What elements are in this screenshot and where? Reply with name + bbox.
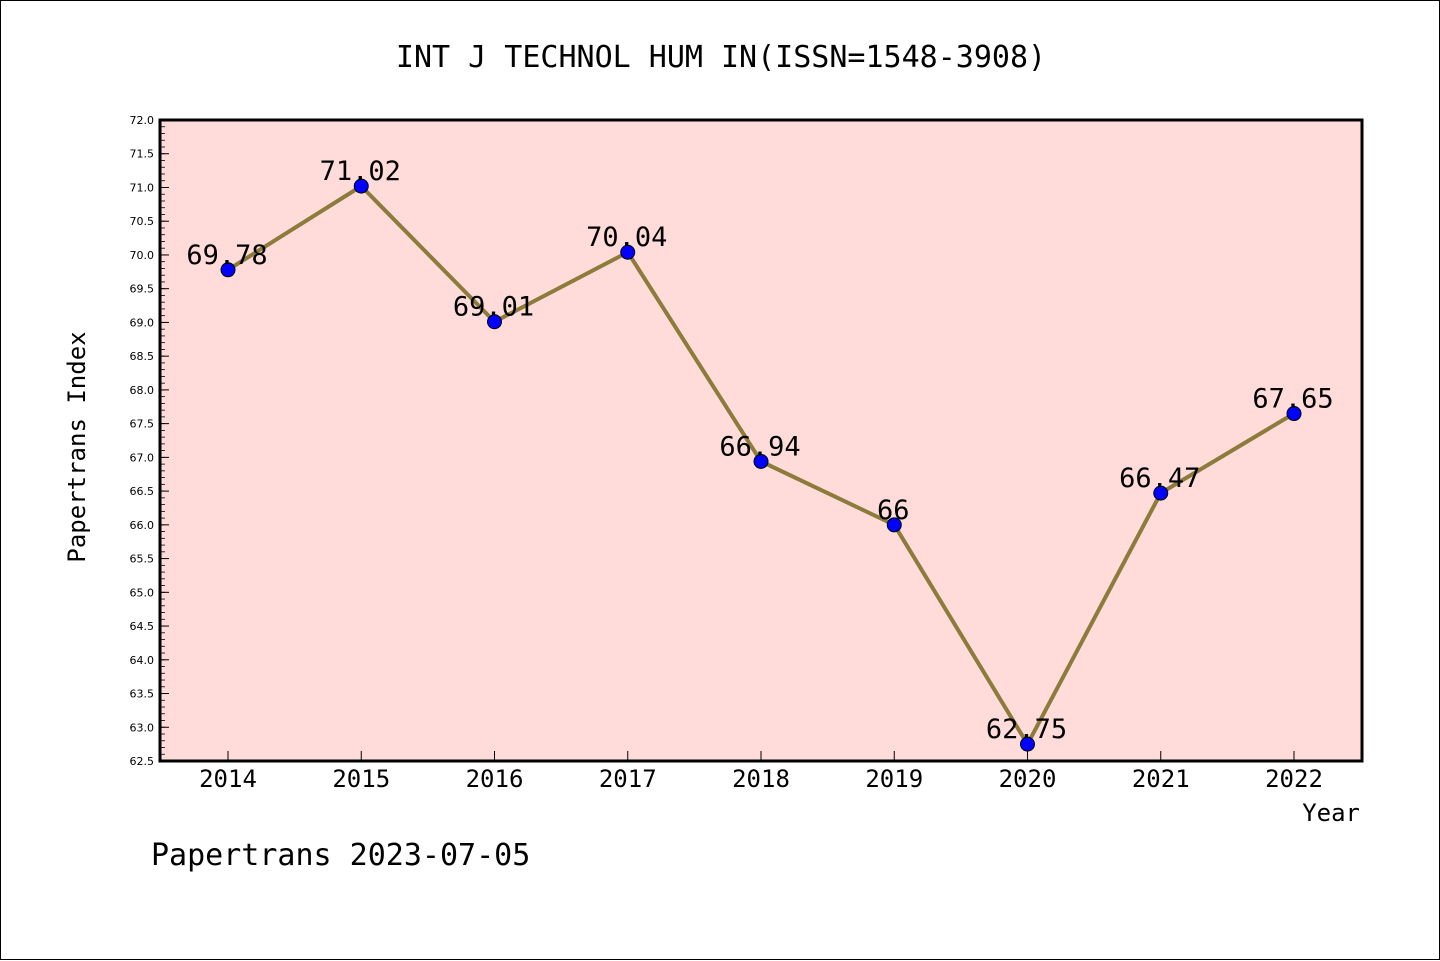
y-tick-label: 66.0: [130, 519, 155, 532]
series-line: [220, 178, 1302, 752]
data-point: [620, 244, 636, 260]
plot-border: [158, 118, 1364, 763]
y-tick-label: 64.0: [130, 654, 155, 667]
x-tick-label: 2016: [466, 765, 524, 793]
x-tick-label: 2015: [332, 765, 390, 793]
data-point: [753, 453, 769, 469]
y-tick-label: 68.0: [130, 384, 155, 397]
x-tick-label: 2019: [865, 765, 923, 793]
y-tick-label: 64.5: [130, 620, 155, 633]
x-tick-label: 2017: [599, 765, 657, 793]
footer-text: Papertrans 2023-07-05: [151, 838, 530, 873]
x-axis-label: Year: [1302, 799, 1360, 827]
chart-title: INT J TECHNOL HUM IN(ISSN=1548-3908): [396, 40, 1046, 75]
data-label: 71.02: [320, 156, 401, 187]
data-labels: 69.78 71.02 69.01 70.04 66.94 66 62.75 66.47 67.…: [186, 156, 1333, 745]
y-axis: 62.5 63.0 63.5 64.0 64.5 65.0 65.5 66.0 66.5 67.0…: [130, 114, 169, 768]
data-point: [487, 314, 502, 330]
x-tick-label: 2014: [199, 765, 257, 793]
data-point: [1286, 406, 1302, 422]
x-tick-label: 2021: [1132, 765, 1190, 793]
x-tick-label: 2018: [732, 765, 790, 793]
y-tick-label: 69.0: [130, 316, 155, 329]
data-label: 66.47: [1119, 463, 1200, 494]
x-tick-label: 2020: [999, 765, 1057, 793]
data-label: 70.04: [586, 222, 667, 253]
data-label: 69.78: [186, 240, 267, 271]
y-tick-label: 70.5: [130, 215, 155, 228]
y-tick-label: 66.5: [130, 485, 155, 498]
y-tick-label: 63.5: [130, 688, 155, 701]
x-tick-label: 2022: [1265, 765, 1323, 793]
y-tick-label: 67.5: [130, 418, 155, 431]
data-label: 67.65: [1252, 384, 1333, 415]
data-label: 69.01: [453, 292, 534, 323]
y-tick-label: 69.5: [130, 283, 155, 296]
data-point: [353, 178, 369, 194]
y-axis-label: Papertrans Index: [63, 331, 91, 562]
y-tick-label: 70.0: [130, 249, 155, 262]
y-tick-label: 71.0: [130, 181, 155, 194]
y-tick-label: 65.0: [130, 586, 155, 599]
y-tick-label: 65.5: [130, 553, 155, 566]
y-tick-label: 67.0: [130, 451, 155, 464]
data-label: 62.75: [986, 714, 1067, 745]
y-tick-label: 62.5: [130, 755, 155, 768]
data-label: 66.94: [719, 431, 800, 462]
y-tick-label: 68.5: [130, 350, 155, 363]
y-tick-label: 63.0: [130, 721, 155, 734]
data-point: [1020, 736, 1035, 752]
y-tick-label: 72.0: [130, 114, 155, 127]
data-point: [886, 517, 902, 533]
data-point: [1153, 485, 1169, 501]
y-tick-label: 71.5: [130, 148, 155, 161]
data-label: 66: [877, 495, 910, 526]
data-point: [220, 262, 236, 278]
x-axis: 2014 2015 2016 2017 2018 2019 2020 2021 2022: [199, 751, 1323, 793]
plot-area: [160, 120, 1362, 761]
